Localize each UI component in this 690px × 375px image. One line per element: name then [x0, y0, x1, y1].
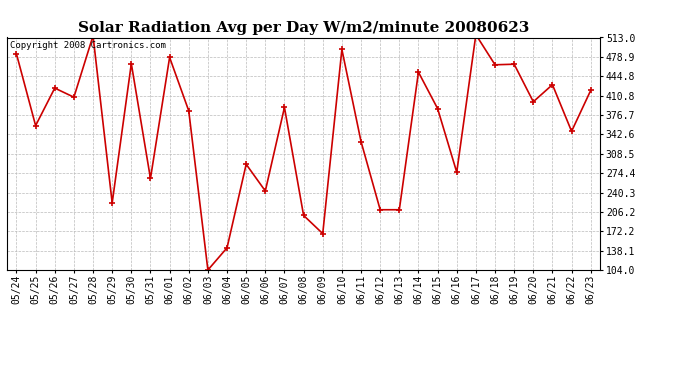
Text: Copyright 2008 Cartronics.com: Copyright 2008 Cartronics.com: [10, 41, 166, 50]
Title: Solar Radiation Avg per Day W/m2/minute 20080623: Solar Radiation Avg per Day W/m2/minute …: [78, 21, 529, 35]
